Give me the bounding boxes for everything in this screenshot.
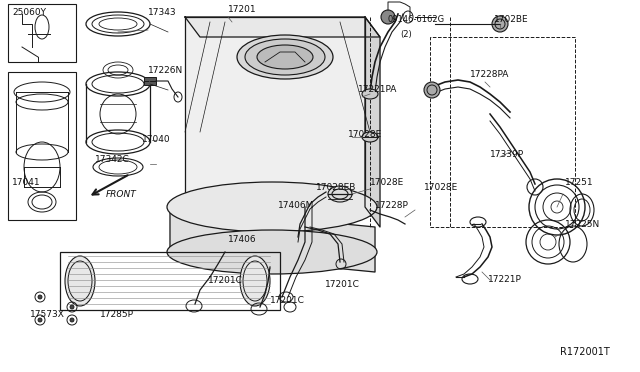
Polygon shape <box>365 17 380 227</box>
Text: 17028E: 17028E <box>348 130 382 139</box>
Ellipse shape <box>38 318 42 322</box>
Text: 09146-6162G: 09146-6162G <box>388 15 445 24</box>
Ellipse shape <box>167 230 377 274</box>
Text: 17041: 17041 <box>12 178 40 187</box>
Text: 1702BE: 1702BE <box>494 15 529 24</box>
Bar <box>8 72 76 220</box>
Ellipse shape <box>38 295 42 299</box>
Text: 17040: 17040 <box>142 135 171 144</box>
Ellipse shape <box>237 35 333 79</box>
Bar <box>60 252 280 310</box>
Polygon shape <box>185 17 365 207</box>
Text: 17028E: 17028E <box>424 183 458 192</box>
Ellipse shape <box>381 10 395 24</box>
Ellipse shape <box>245 39 325 75</box>
Text: 17028E: 17028E <box>370 178 404 187</box>
Ellipse shape <box>70 305 74 309</box>
Ellipse shape <box>424 82 440 98</box>
Text: FRONT: FRONT <box>106 190 137 199</box>
Text: 17225N: 17225N <box>565 220 600 229</box>
Bar <box>144 77 156 85</box>
Text: 25060Y: 25060Y <box>12 8 46 17</box>
Text: 17226N: 17226N <box>148 66 183 75</box>
Text: 17228PA: 17228PA <box>470 70 509 79</box>
Ellipse shape <box>70 318 74 322</box>
Ellipse shape <box>328 186 352 202</box>
Text: 17201: 17201 <box>228 5 257 14</box>
Text: 17343: 17343 <box>148 8 177 17</box>
Polygon shape <box>185 17 380 37</box>
Ellipse shape <box>240 256 270 306</box>
Text: 17228P: 17228P <box>375 201 409 210</box>
Ellipse shape <box>362 89 378 99</box>
Text: 17573X: 17573X <box>30 310 65 319</box>
Text: 17339P: 17339P <box>490 150 524 159</box>
Text: 17201C: 17201C <box>325 280 360 289</box>
Text: 17201C: 17201C <box>208 276 243 285</box>
Ellipse shape <box>257 45 313 69</box>
Bar <box>8 4 76 62</box>
Text: 17028EB: 17028EB <box>316 183 356 192</box>
Bar <box>430 37 575 227</box>
Text: 17221P: 17221P <box>488 275 522 284</box>
Text: 17221PA: 17221PA <box>358 85 397 94</box>
Text: (2): (2) <box>400 30 412 39</box>
Polygon shape <box>170 207 375 272</box>
Text: R172001T: R172001T <box>560 347 610 357</box>
Ellipse shape <box>167 182 377 232</box>
Ellipse shape <box>492 16 508 32</box>
Text: 17406: 17406 <box>228 235 257 244</box>
Text: 17406M: 17406M <box>278 201 314 210</box>
Ellipse shape <box>65 256 95 306</box>
Text: 17251: 17251 <box>565 178 594 187</box>
Text: 17285P: 17285P <box>100 310 134 319</box>
Text: 17201C: 17201C <box>270 296 305 305</box>
Ellipse shape <box>362 132 378 142</box>
Text: 17342C: 17342C <box>95 155 130 164</box>
